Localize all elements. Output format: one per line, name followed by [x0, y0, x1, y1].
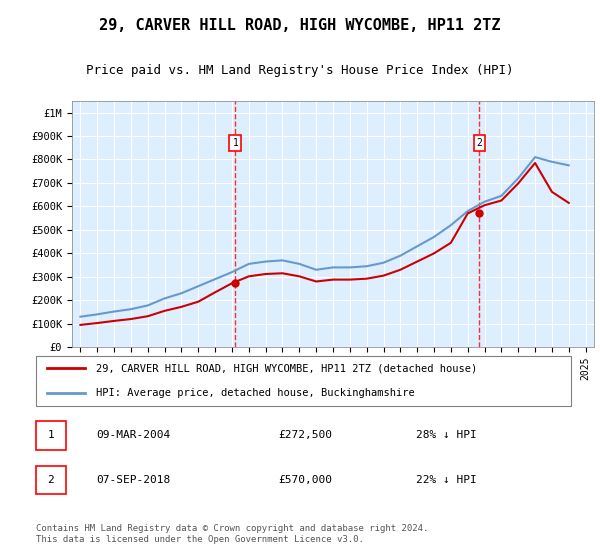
Text: £570,000: £570,000 [278, 475, 332, 485]
Text: 2: 2 [47, 475, 55, 485]
FancyBboxPatch shape [35, 421, 66, 450]
Text: 22% ↓ HPI: 22% ↓ HPI [416, 475, 477, 485]
Text: 07-SEP-2018: 07-SEP-2018 [96, 475, 170, 485]
Text: 1: 1 [47, 431, 55, 441]
Text: 29, CARVER HILL ROAD, HIGH WYCOMBE, HP11 2TZ (detached house): 29, CARVER HILL ROAD, HIGH WYCOMBE, HP11… [96, 363, 478, 374]
Text: 28% ↓ HPI: 28% ↓ HPI [416, 431, 477, 441]
Text: 1: 1 [232, 138, 238, 148]
FancyBboxPatch shape [35, 466, 66, 494]
Text: Price paid vs. HM Land Registry's House Price Index (HPI): Price paid vs. HM Land Registry's House … [86, 64, 514, 77]
FancyBboxPatch shape [35, 356, 571, 406]
Text: Contains HM Land Registry data © Crown copyright and database right 2024.
This d: Contains HM Land Registry data © Crown c… [35, 524, 428, 544]
Text: £272,500: £272,500 [278, 431, 332, 441]
Text: HPI: Average price, detached house, Buckinghamshire: HPI: Average price, detached house, Buck… [96, 388, 415, 398]
Text: 29, CARVER HILL ROAD, HIGH WYCOMBE, HP11 2TZ: 29, CARVER HILL ROAD, HIGH WYCOMBE, HP11… [99, 18, 501, 32]
Text: 09-MAR-2004: 09-MAR-2004 [96, 431, 170, 441]
Text: 2: 2 [476, 138, 482, 148]
